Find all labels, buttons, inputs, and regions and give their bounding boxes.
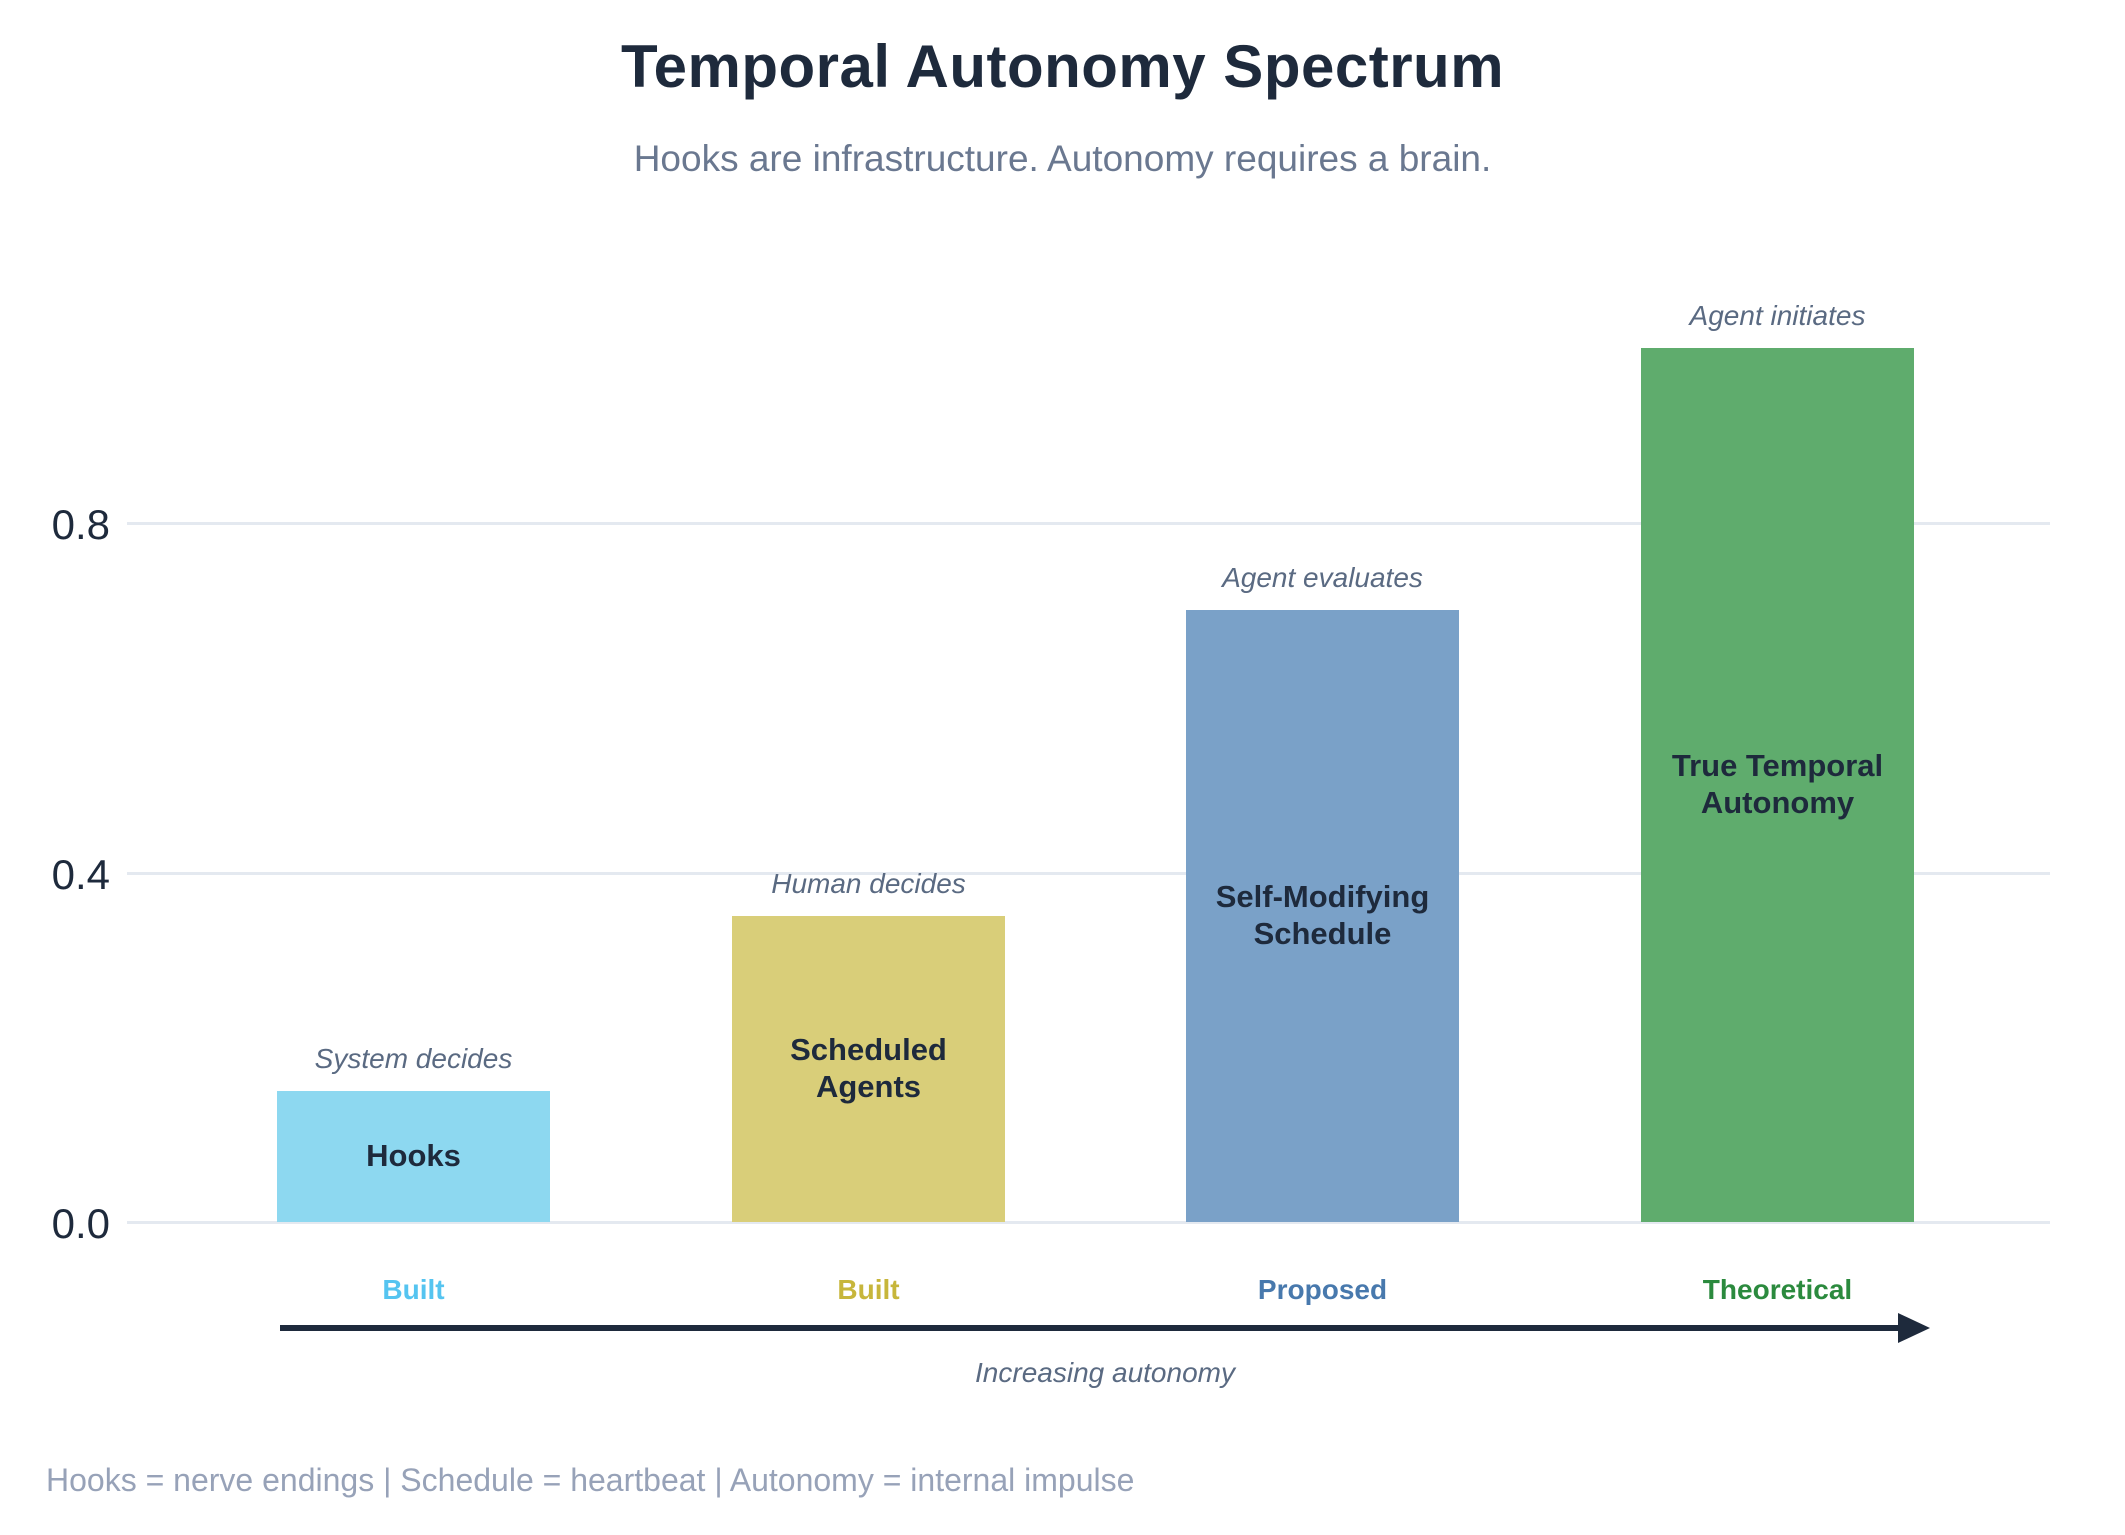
bar-annotation: Human decides [771, 868, 966, 899]
chart-subtitle: Hooks are infrastructure. Autonomy requi… [633, 138, 1492, 179]
y-tick-label: 0.4 [51, 850, 110, 898]
bar: Self-Modifying Schedule [1186, 610, 1459, 1222]
bar: Scheduled Agents [732, 916, 1005, 1222]
y-tick-label: 0.8 [51, 501, 110, 548]
bar-status-label: Built [837, 1274, 900, 1305]
bar: Hooks [277, 1091, 550, 1222]
gridline-y04 [127, 871, 2050, 875]
x-axis-label: Increasing autonomy [975, 1357, 1235, 1388]
bar-annotation: Agent initiates [1689, 300, 1866, 331]
bar: True Temporal Autonomy [1641, 348, 1914, 1222]
bar-status-label: Proposed [1257, 1274, 1388, 1305]
bar-status-label: Built [382, 1274, 445, 1305]
bar-label: Scheduled Agents [790, 1032, 947, 1104]
y-tick-label: 0.0 [51, 1200, 110, 1247]
gridline-y08 [127, 522, 2050, 525]
bar-status-label: Theoretical [1702, 1274, 1853, 1305]
footer-note: Hooks = nerve endings | Schedule = heart… [46, 1462, 1135, 1498]
bar-label: True Temporal Autonomy [1671, 748, 1884, 820]
bar-label: Self-Modifying Schedule [1215, 879, 1430, 951]
x-axis-arrow-head-icon [1898, 1313, 1930, 1343]
bar-label: Hooks [366, 1138, 461, 1174]
bar-annotation: System decides [314, 1043, 513, 1074]
x-axis-arrow-line [280, 1325, 1900, 1331]
chart-title: Temporal Autonomy Spectrum [620, 33, 1505, 100]
gridline-y0 [127, 1221, 2050, 1224]
bar-annotation: Agent evaluates [1222, 562, 1423, 593]
